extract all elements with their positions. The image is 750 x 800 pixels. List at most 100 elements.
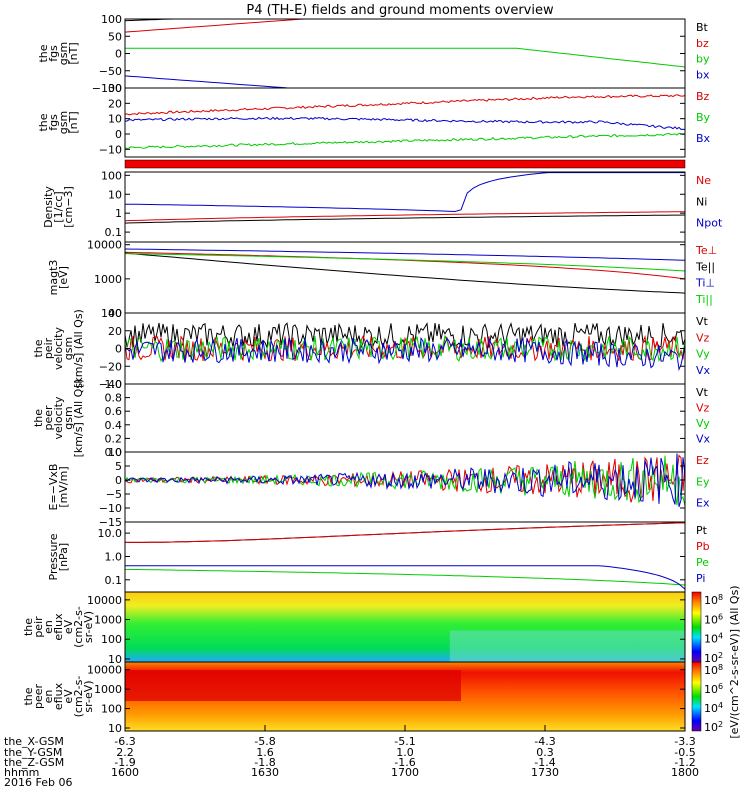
ylabel-line: Density (42, 186, 55, 228)
legend-entry: Vz (696, 331, 710, 344)
ylabel-line: [1/cc] (52, 191, 65, 222)
ytick-label: −10 (99, 502, 122, 515)
ytick-label: 100 (101, 703, 122, 716)
ylabel-line: the (37, 113, 50, 131)
xtick-label: 1.6 (256, 746, 274, 759)
ylabel-line: [nT] (67, 111, 80, 133)
ylabel-line: gsm (62, 406, 75, 429)
legend-entry: Ey (696, 475, 710, 488)
ylabel-line: eflux (52, 613, 65, 641)
xtick-label: -1.6 (394, 756, 415, 769)
ylabel-line: the (22, 687, 35, 705)
ytick-label: 50 (108, 30, 122, 43)
series-Bz (124, 94, 686, 116)
ytick-label: 10 (108, 188, 122, 201)
panel-frame (124, 18, 686, 89)
spectrograms (125, 592, 685, 731)
ytick-label: 100 (101, 169, 122, 182)
series-Te⊥ (124, 251, 686, 280)
ytick-label: 40 (108, 307, 122, 320)
series-Ex (124, 453, 686, 508)
xtick-label: -1.2 (674, 756, 695, 769)
ytick-label: −15 (99, 516, 122, 529)
legend-entry: Ez (696, 454, 709, 467)
ytick-label: 0.1 (105, 574, 123, 587)
ytick-label: −40 (99, 378, 122, 391)
series-bx (124, 75, 685, 89)
xtick-label: -0.5 (674, 746, 695, 759)
ylabel-line: fgs (47, 45, 60, 62)
panel-frame (124, 521, 686, 593)
ylabel-line: [eV] (57, 266, 70, 289)
ylabel-line: en (42, 690, 55, 704)
ylabel-line: gsm (62, 337, 75, 360)
panel-frame (124, 171, 686, 243)
legend-entry: Vy (696, 417, 710, 430)
xtick-label: -1.9 (114, 756, 135, 769)
xtick-label: -4.3 (534, 735, 555, 748)
series-Npot (125, 172, 685, 213)
colorbar-tick: 104 (704, 632, 723, 646)
series-lines (124, 18, 686, 590)
peer-spectrogram-core (125, 670, 461, 702)
ytick-label: 1.0 (105, 550, 123, 563)
ylabel-line: peer (32, 684, 45, 710)
xaxis-date: 2016 Feb 06 (4, 776, 72, 789)
ylabel-line: eV (62, 619, 75, 634)
ytick-label: 10 (108, 653, 122, 666)
ytick-label: 1 (115, 207, 122, 220)
series-Ti⊥ (124, 248, 686, 261)
colorbar (691, 591, 702, 663)
ytick-label: −20 (99, 360, 122, 373)
legend-entry: Bz (696, 90, 710, 103)
ylabel-line: sr-eV) (82, 680, 95, 712)
mode-bar-frame (124, 159, 686, 169)
legend-entry: Ni (696, 195, 707, 208)
ylabel-line: [mV/m] (57, 466, 70, 507)
legend-entry: Ti⊥ (695, 277, 715, 290)
xtick-label: -1.8 (254, 756, 275, 769)
ytick-label: 0 (115, 474, 122, 487)
xaxis-row-label: the_X-GSM (4, 735, 64, 748)
ylabel-line: peir (42, 337, 55, 359)
ytick-label: −50 (99, 65, 122, 78)
ylabel-line: [nPa] (57, 543, 70, 571)
series-Ne (124, 211, 685, 222)
ylabel-line: eflux (52, 682, 65, 710)
ylabel-line: the (22, 618, 35, 636)
legend-entry: bz (696, 37, 709, 50)
ylabel-line: the (37, 44, 50, 62)
mode-bar (125, 160, 685, 168)
ytick-label: −5 (106, 488, 122, 501)
xaxis-row-label: the_Z-GSM (4, 756, 64, 769)
legend-entry: Te|| (695, 260, 715, 273)
xtick-label: 1700 (391, 766, 419, 779)
legend-entry: Pt (696, 524, 708, 537)
legend-entry: Vx (696, 433, 711, 446)
legend-entry: Pe (696, 556, 709, 569)
ytick-label: 20 (108, 325, 122, 338)
ylabel-line: [cm−3] (62, 186, 75, 228)
series-by (125, 47, 686, 68)
series-By (124, 132, 686, 150)
series-Ni (124, 214, 686, 224)
legend-entry: Vt (696, 386, 709, 399)
ytick-label: 0.8 (105, 392, 123, 405)
xtick-label: -3.3 (674, 735, 695, 748)
ytick-label: 1.0 (105, 378, 123, 391)
series-bz (124, 18, 685, 33)
series-Pe (124, 568, 686, 586)
ytick-label: 10000 (87, 239, 122, 252)
series-Pi (125, 565, 686, 590)
ytick-label: 10000 (87, 664, 122, 677)
ytick-label: 10000 (87, 594, 122, 607)
colorbar-label: [eV/(cm^2-s-sr-eV)] (All Qs) (728, 585, 741, 738)
xtick-label: 1600 (111, 766, 139, 779)
ylabel-line: peer (42, 405, 55, 431)
ytick-label: 10 (108, 722, 122, 735)
series-Pb (125, 522, 686, 543)
legend-entry: Vz (696, 402, 710, 415)
ytick-label: 10 (108, 113, 122, 126)
